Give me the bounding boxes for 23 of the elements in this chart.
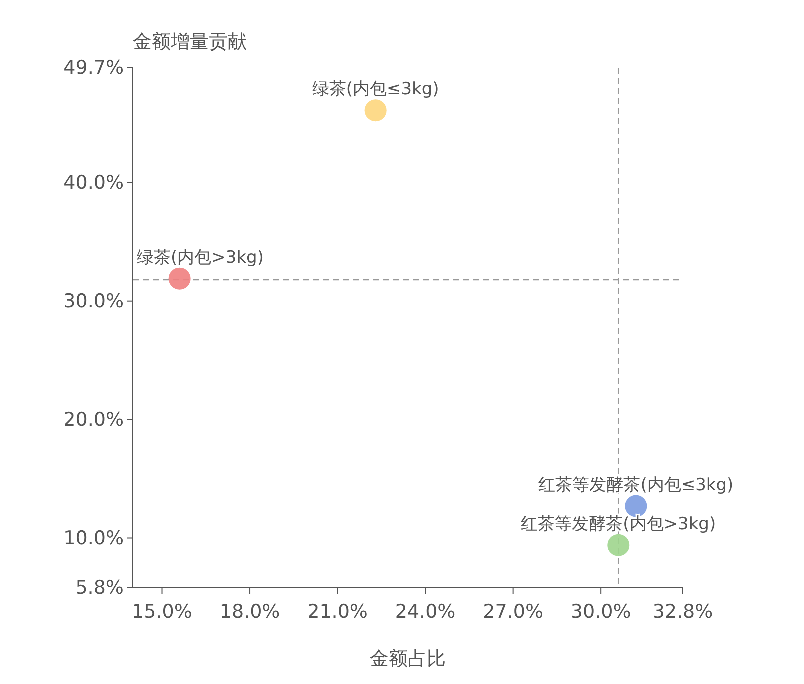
- y-tick-label: 30.0%: [64, 290, 124, 312]
- x-tick-label: 24.0%: [395, 600, 456, 623]
- series-label: 红茶等发酵茶(内包>3kg): [521, 514, 716, 534]
- x-tick-label: 21.0%: [308, 600, 368, 623]
- point: [608, 534, 630, 556]
- point: [625, 495, 648, 518]
- y-tick-label: 49.7%: [64, 57, 124, 80]
- x-tick-label: 32.8%: [652, 600, 714, 623]
- x-tick-label: 15.0%: [132, 600, 192, 623]
- x-tick-label: 30.0%: [570, 600, 632, 623]
- y-tick-label: 5.8%: [76, 577, 124, 600]
- x-tick-label: 27.0%: [483, 600, 544, 623]
- x-tick-label: 18.0%: [220, 600, 280, 623]
- x-axis-title: 金额占比: [370, 648, 446, 670]
- y-tick-label: 10.0%: [64, 527, 124, 550]
- series-label: 绿茶(内包≤3kg): [312, 80, 440, 100]
- y-tick-label: 40.0%: [64, 172, 124, 194]
- series-label: 绿茶(内包>3kg): [137, 248, 264, 268]
- point: [364, 100, 387, 122]
- point: [168, 268, 191, 290]
- series-label: 红茶等发酵茶(内包≤3kg): [538, 475, 734, 496]
- y-tick-label: 20.0%: [64, 408, 124, 431]
- y-axis-title: 金额增量贡献: [133, 31, 247, 53]
